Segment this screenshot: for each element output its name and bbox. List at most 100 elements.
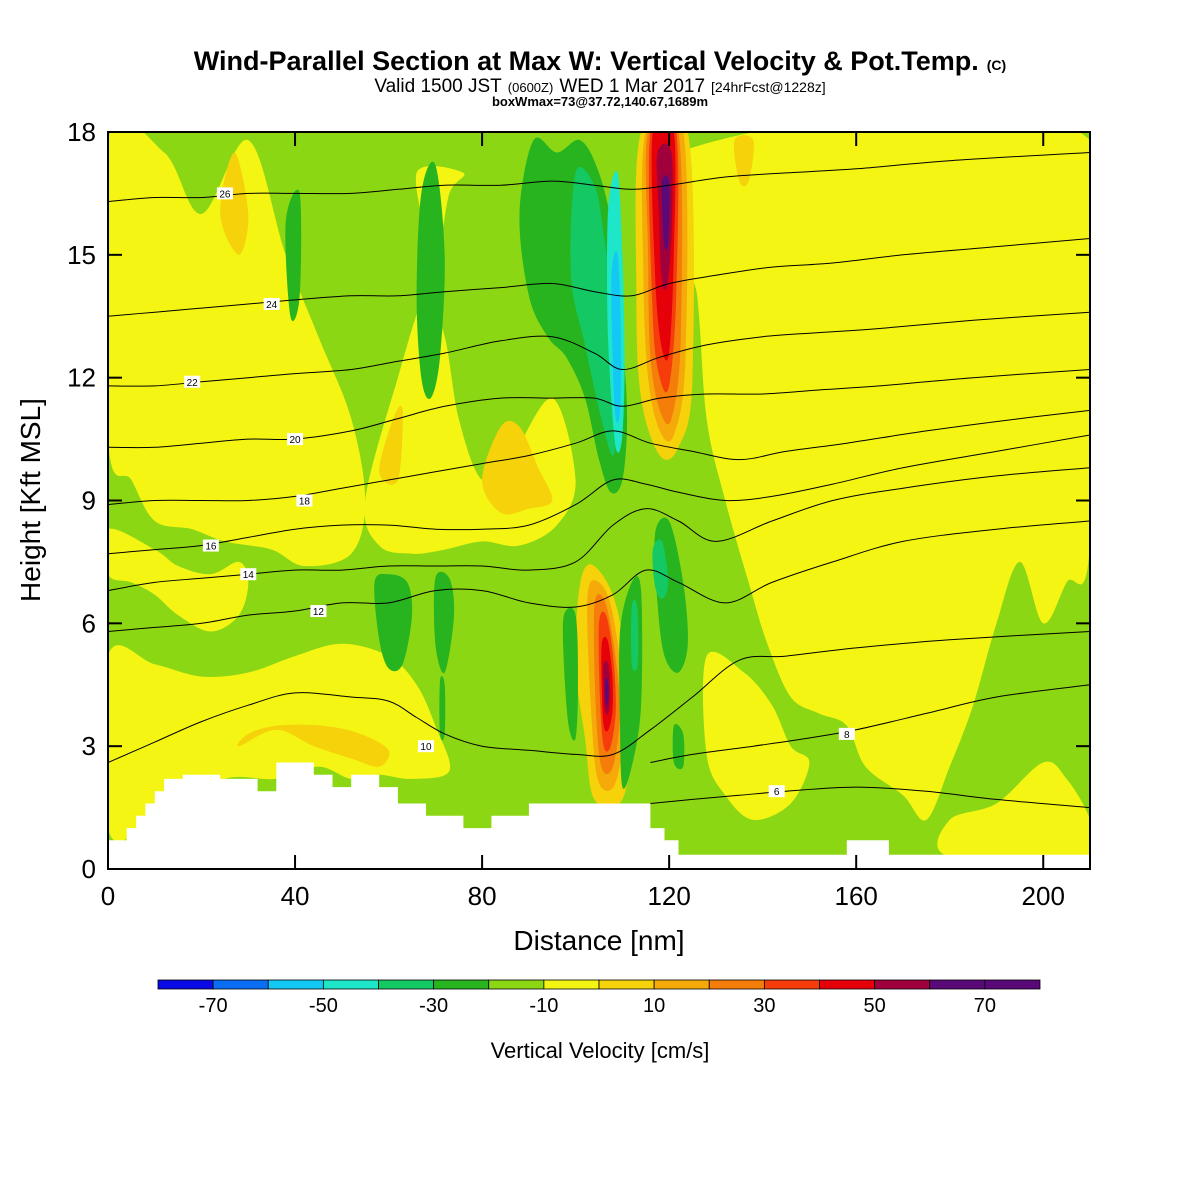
terrain bbox=[108, 762, 1090, 869]
theta-label-14: 14 bbox=[243, 570, 255, 581]
y-tick-label-6: 6 bbox=[82, 608, 96, 638]
velocity-region-12 bbox=[733, 135, 754, 187]
theta-contour-18 bbox=[108, 409, 1090, 506]
theta-label-bg-8 bbox=[838, 727, 855, 740]
colorbar-segment-6 bbox=[488, 979, 545, 990]
theta-label-bg-26 bbox=[216, 187, 233, 200]
velocity-region-38 bbox=[652, 539, 669, 599]
colorbar-segment-0 bbox=[157, 979, 214, 990]
y-tick-label-15: 15 bbox=[67, 240, 96, 270]
y-tick-label-18: 18 bbox=[67, 117, 96, 147]
x-tick-label-160: 160 bbox=[834, 881, 877, 911]
theta-contour-16 bbox=[108, 434, 1090, 555]
velocity-region-37 bbox=[630, 599, 639, 672]
chart-title-text: Wind-Parallel Section at Max W: Vertical… bbox=[194, 46, 979, 76]
theta-contour-6 bbox=[650, 786, 1090, 809]
subtitle-utc: (0600Z) bbox=[508, 80, 554, 95]
velocity-region-32 bbox=[439, 676, 446, 741]
chart-title: Wind-Parallel Section at Max W: Vertical… bbox=[194, 46, 1006, 76]
subtitle-valid: Valid 1500 JST bbox=[374, 76, 502, 97]
colorbar-tick-50: 50 bbox=[864, 995, 886, 1017]
theta-contour-12 bbox=[108, 520, 1090, 632]
theta-contour-14 bbox=[108, 467, 1090, 592]
x-tick-label-40: 40 bbox=[281, 881, 310, 911]
theta-label-bg-18 bbox=[296, 494, 313, 507]
chart-title-mark: (C) bbox=[987, 57, 1006, 73]
y-tick-label-12: 12 bbox=[67, 363, 96, 393]
colorbar-segment-10 bbox=[708, 979, 765, 990]
colorbar-segment-12 bbox=[819, 979, 876, 990]
velocity-region-7 bbox=[937, 761, 1090, 862]
theta-label-bg-6 bbox=[768, 785, 785, 798]
theta-label-bg-24 bbox=[263, 297, 280, 310]
y-tick-label-9: 9 bbox=[82, 486, 96, 516]
theta-label-20: 20 bbox=[289, 435, 301, 446]
colorbar-label: Vertical Velocity [cm/s] bbox=[491, 1038, 710, 1063]
x-tick-label-200: 200 bbox=[1022, 881, 1065, 911]
theta-contour-10 bbox=[108, 631, 1090, 763]
theta-contour-26 bbox=[108, 152, 1090, 203]
subtitle-date: WED 1 Mar 2017 bbox=[559, 76, 705, 97]
colorbar-tick-30: 30 bbox=[753, 995, 775, 1017]
theta-label-8: 8 bbox=[844, 730, 850, 741]
velocity-region-8 bbox=[220, 152, 249, 255]
velocity-region-10 bbox=[482, 420, 553, 515]
colorbar-segment-9 bbox=[653, 979, 710, 990]
theta-contour-20 bbox=[108, 369, 1090, 449]
x-tick-label-0: 0 bbox=[101, 881, 115, 911]
velocity-region-0 bbox=[108, 132, 366, 567]
x-tick-label-80: 80 bbox=[468, 881, 497, 911]
x-tick-label-120: 120 bbox=[647, 881, 690, 911]
velocity-region-30 bbox=[374, 573, 413, 672]
box-info: boxWmax=73@37.72,140.67,1689m bbox=[492, 94, 708, 109]
velocity-region-39 bbox=[570, 166, 618, 456]
theta-label-24: 24 bbox=[266, 300, 278, 311]
y-tick-label-3: 3 bbox=[82, 731, 96, 761]
theta-label-10: 10 bbox=[420, 742, 432, 753]
chart-subtitle: Valid 1500 JST (0600Z) WED 1 Mar 2017 [24hr… bbox=[374, 76, 825, 97]
velocity-region-31 bbox=[433, 571, 455, 674]
theta-label-bg-10 bbox=[417, 740, 434, 753]
theta-label-22: 22 bbox=[187, 378, 199, 389]
colorbar-segment-1 bbox=[212, 979, 269, 990]
velocity-region-33 bbox=[562, 607, 578, 741]
subtitle-forecast: [24hrFcst@1228z] bbox=[711, 79, 826, 95]
colorbar-tick-70: 70 bbox=[974, 995, 996, 1017]
velocity-region-9 bbox=[379, 405, 403, 485]
colorbar-tick--50: -50 bbox=[309, 995, 338, 1017]
colorbar-segment-11 bbox=[763, 979, 820, 990]
terrain-fill bbox=[108, 762, 1090, 869]
theta-label-bg-12 bbox=[310, 605, 327, 618]
theta-label-12: 12 bbox=[313, 607, 325, 618]
colorbar-segment-2 bbox=[267, 979, 324, 990]
colorbar-tick-10: 10 bbox=[643, 995, 665, 1017]
colorbar-segment-8 bbox=[598, 979, 655, 990]
colorbar-segment-5 bbox=[433, 979, 490, 990]
theta-label-bg-14 bbox=[240, 568, 257, 581]
velocity-region-11 bbox=[237, 724, 390, 767]
colorbar-tick--10: -10 bbox=[529, 995, 558, 1017]
velocity-region-5 bbox=[652, 132, 1090, 821]
velocity-region-28 bbox=[416, 161, 445, 399]
colorbar-tick--30: -30 bbox=[419, 995, 448, 1017]
velocity-region-41 bbox=[611, 251, 622, 423]
plot-area: 6 8 10 12 14 16 18 20 22 24 26 bbox=[108, 132, 1090, 869]
theta-label-6: 6 bbox=[774, 787, 780, 798]
theta-contours: 6 8 10 12 14 16 18 20 22 24 26 bbox=[108, 152, 1090, 809]
y-axis-label: Height [Kft MSL] bbox=[15, 398, 46, 602]
colorbar-segment-14 bbox=[929, 979, 986, 990]
velocity-fill-regions bbox=[108, 132, 1090, 862]
colorbar-tick--70: -70 bbox=[199, 995, 228, 1017]
x-axis-label: Distance [nm] bbox=[513, 925, 684, 956]
theta-contour-22 bbox=[108, 311, 1090, 387]
y-tick-label-0: 0 bbox=[82, 854, 96, 884]
theta-label-bg-20 bbox=[287, 433, 304, 446]
colorbar-segment-4 bbox=[378, 979, 435, 990]
colorbar-segment-3 bbox=[322, 979, 379, 990]
y-axis-ticks: 0 3 6 9 12 15 18 bbox=[67, 117, 1090, 884]
theta-contour-24 bbox=[108, 238, 1090, 317]
velocity-region-26 bbox=[661, 175, 670, 251]
colorbar-segment-7 bbox=[543, 979, 600, 990]
theta-label-18: 18 bbox=[299, 497, 311, 508]
